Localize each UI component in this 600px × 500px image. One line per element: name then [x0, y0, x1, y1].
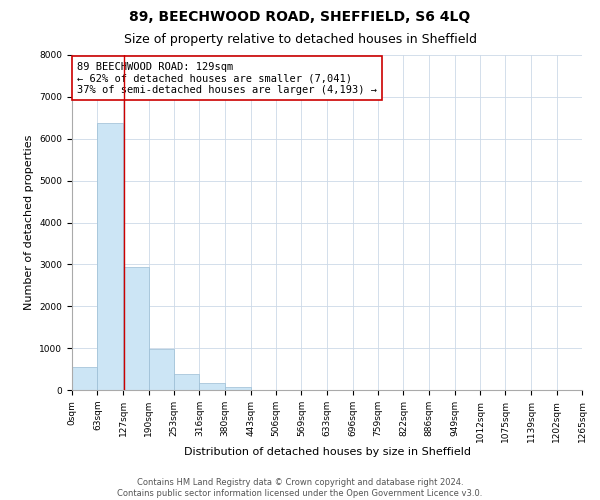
Bar — [225, 386, 251, 390]
Bar — [72, 366, 97, 390]
Text: 89 BEECHWOOD ROAD: 129sqm
← 62% of detached houses are smaller (7,041)
37% of se: 89 BEECHWOOD ROAD: 129sqm ← 62% of detac… — [77, 62, 377, 95]
Bar — [123, 267, 149, 390]
Text: 89, BEECHWOOD ROAD, SHEFFIELD, S6 4LQ: 89, BEECHWOOD ROAD, SHEFFIELD, S6 4LQ — [130, 10, 470, 24]
Bar — [199, 383, 225, 390]
Text: Contains HM Land Registry data © Crown copyright and database right 2024.
Contai: Contains HM Land Registry data © Crown c… — [118, 478, 482, 498]
Bar — [174, 374, 199, 390]
X-axis label: Distribution of detached houses by size in Sheffield: Distribution of detached houses by size … — [184, 448, 470, 458]
Text: Size of property relative to detached houses in Sheffield: Size of property relative to detached ho… — [124, 32, 476, 46]
Y-axis label: Number of detached properties: Number of detached properties — [24, 135, 34, 310]
Bar — [149, 348, 174, 390]
Bar — [97, 123, 123, 390]
